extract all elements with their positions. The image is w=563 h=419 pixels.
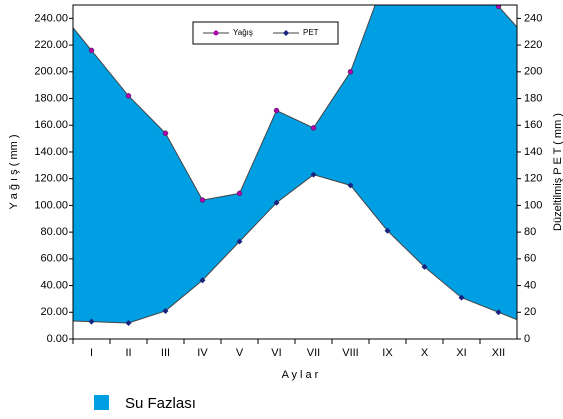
- marker: [384, 227, 391, 234]
- x-tick-label: V: [236, 347, 244, 359]
- y2-tick-label: 80: [524, 226, 536, 238]
- marker: [125, 319, 132, 326]
- x-axis-label: A y l a r: [282, 369, 319, 381]
- marker: [421, 263, 428, 270]
- x-tick-label: IX: [382, 347, 393, 359]
- area-legend-swatch: [94, 395, 109, 410]
- y2-tick-label: 200: [524, 66, 542, 78]
- y-tick-label: 0.00: [47, 333, 68, 345]
- marker: [310, 171, 317, 178]
- marker: [88, 47, 95, 54]
- y-tick-label: 240.00: [34, 12, 68, 24]
- y2-tick-label: 240: [524, 12, 542, 24]
- y-tick-label: 200.00: [34, 66, 68, 78]
- y2-tick-label: 100: [524, 199, 542, 211]
- legend-label: Yağış: [233, 28, 253, 37]
- marker: [495, 5, 502, 10]
- x-tick-label: VI: [271, 347, 281, 359]
- y-tick-label: 40.00: [40, 279, 68, 291]
- x-tick-label: II: [125, 347, 131, 359]
- series-line: [73, 5, 517, 201]
- marker: [310, 125, 317, 131]
- legend: [192, 21, 339, 45]
- marker: [199, 197, 206, 203]
- legend-label: PET: [303, 28, 319, 37]
- y-tick-label: 120.00: [34, 173, 68, 185]
- y2-tick-label: 180: [524, 92, 542, 104]
- x-tick-label: X: [421, 347, 429, 359]
- y2-tick-label: 20: [524, 306, 536, 318]
- y2-tick-label: 40: [524, 279, 536, 291]
- marker: [458, 294, 465, 301]
- y2-tick-label: 220: [524, 39, 542, 51]
- marker: [236, 190, 243, 197]
- marker: [273, 199, 280, 206]
- y2-tick-label: 140: [524, 146, 542, 158]
- marker: [162, 307, 169, 314]
- marker: [273, 107, 280, 114]
- x-tick-label: VIII: [342, 347, 359, 359]
- y-tick-label: 20.00: [40, 306, 68, 318]
- x-tick-label: I: [90, 347, 93, 359]
- y2-tick-label: 0: [524, 333, 530, 345]
- y2-tick-label: 120: [524, 173, 542, 185]
- y-tick-label: 80.00: [40, 226, 68, 238]
- y-tick-label: 100.00: [34, 199, 68, 211]
- marker: [495, 309, 502, 316]
- y-tick-label: 160.00: [34, 119, 68, 131]
- series-line: [73, 174, 517, 324]
- marker: [347, 69, 354, 75]
- x-tick-label: IV: [197, 347, 208, 359]
- marker: [236, 238, 243, 245]
- y2-tick-label: 160: [524, 119, 542, 131]
- y2-axis-label: Düzeltilmiş P E T ( mm ): [552, 113, 563, 231]
- y-tick-label: 140.00: [34, 146, 68, 158]
- marker: [88, 318, 95, 325]
- marker: [347, 182, 354, 189]
- y-tick-label: 60.00: [40, 253, 68, 265]
- legend-marker: [213, 30, 219, 36]
- marker: [199, 277, 206, 284]
- x-tick-label: VII: [307, 347, 320, 359]
- x-tick-label: III: [161, 347, 170, 359]
- y-tick-label: 180.00: [34, 92, 68, 104]
- plot-area: [73, 5, 517, 326]
- x-tick-label: XI: [456, 347, 466, 359]
- marker: [125, 93, 132, 99]
- surplus-area: [73, 5, 517, 323]
- legend-marker: [283, 30, 289, 36]
- area-legend-label: Su Fazlası: [125, 395, 196, 412]
- y-axis-label: Y a ğ ı ş ( mm ): [8, 135, 20, 210]
- y2-tick-label: 60: [524, 253, 536, 265]
- x-tick-label: XII: [492, 347, 505, 359]
- marker: [162, 130, 169, 137]
- y-tick-label: 220.00: [34, 39, 68, 51]
